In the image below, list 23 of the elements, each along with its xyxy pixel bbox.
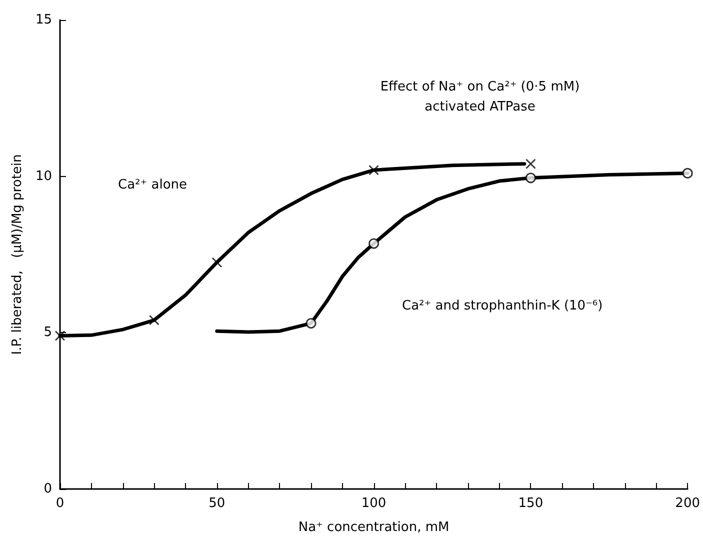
- text: Effect of Na⁺ on Ca²⁺ (0·5 mM) activated ATPase: [380, 80, 580, 114]
- point: [212, 257, 222, 268]
- y-axis-title: I.P. liberated, (μM)/Mg protein: [10, 154, 25, 355]
- point: [525, 172, 536, 184]
- y-tick-label: 10: [35, 168, 52, 184]
- y-tick-label: 5: [44, 325, 52, 340]
- y-tick-label: 0: [44, 482, 52, 496]
- x-tick-label: 0: [56, 496, 64, 511]
- y-tick-label: 15: [35, 12, 52, 28]
- point: [149, 315, 160, 326]
- point: [526, 158, 536, 169]
- point: [306, 318, 316, 329]
- point: [368, 165, 379, 176]
- x-tick-label: 100: [361, 496, 386, 511]
- x-tick-label: 50: [208, 496, 226, 511]
- annotation: Ca²⁺ and strophanthin-K (10⁻⁶): [402, 298, 603, 314]
- point: [682, 168, 693, 178]
- point: [368, 238, 380, 249]
- point: [55, 330, 65, 341]
- x-tick-label: 150: [518, 496, 544, 511]
- annotation: Ca²⁺ alone: [118, 178, 188, 192]
- x-tick-label: 200: [675, 496, 700, 511]
- x-axis-title: Na⁺ concentration, mM: [298, 520, 450, 535]
